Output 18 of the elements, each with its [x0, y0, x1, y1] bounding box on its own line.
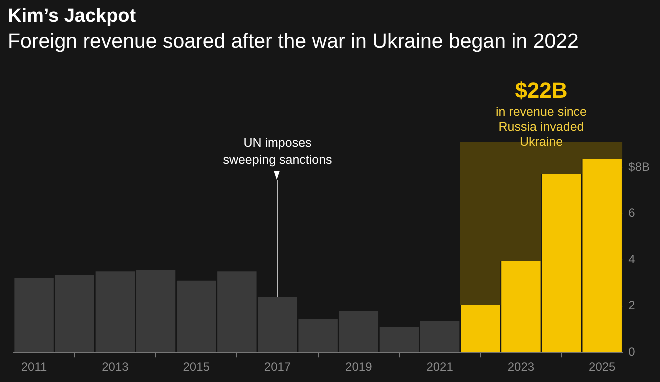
y-tick-label: 2	[628, 298, 636, 313]
x-tick-label: 2023	[508, 360, 535, 374]
y-tick-label: $8B	[628, 160, 650, 174]
x-tick-label: 2017	[264, 360, 292, 374]
ref-line-label: UN imposes sweeping sanctions	[223, 136, 332, 167]
y-tick-label: 6	[628, 206, 636, 220]
x-tick-label: 2025	[589, 360, 616, 374]
y-tick-label: 0	[628, 344, 636, 359]
y-tick-label: 4	[628, 252, 636, 266]
annotation: in revenue since Russia invaded Ukraine	[496, 105, 588, 149]
chart-subtitle: Foreign revenue soared after the war in Ukraine began in 2022	[8, 30, 579, 54]
x-tick-label: 2011	[21, 360, 48, 374]
chart-title: Kim’s Jackpot	[8, 6, 136, 28]
x-tick-label: 2015	[183, 360, 210, 374]
x-tick-label: 2019	[346, 360, 373, 374]
x-tick-label: 2021	[426, 360, 454, 374]
x-tick-label: 2013	[102, 360, 130, 374]
band-label: $22B	[515, 78, 568, 103]
